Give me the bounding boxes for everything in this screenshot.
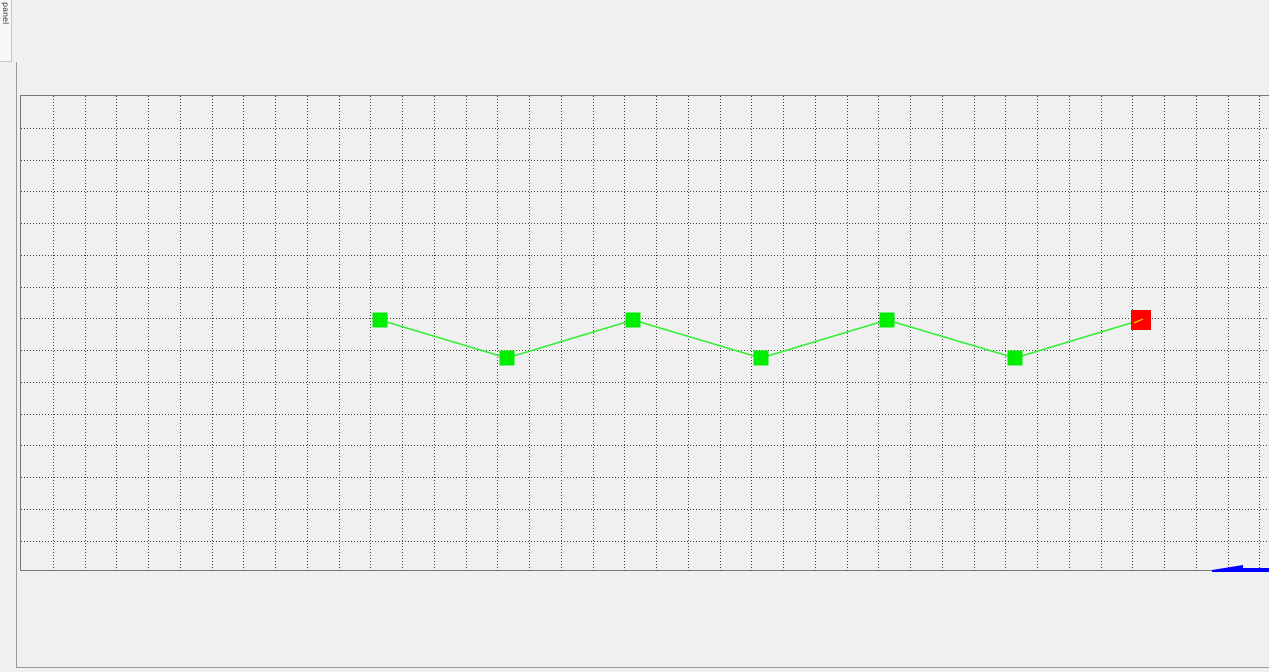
waypoint-node-marker[interactable] <box>499 350 515 366</box>
waypoint-node-marker[interactable] <box>879 312 895 328</box>
panel-toggle-button[interactable]: panel <box>0 0 12 62</box>
path-nodes <box>372 310 1151 366</box>
left-divider <box>16 62 17 668</box>
panel-toggle-label: panel <box>1 2 10 25</box>
indicator <box>1212 565 1269 572</box>
waypoint-node-marker[interactable] <box>372 312 388 328</box>
grid-canvas-svg <box>21 96 1269 572</box>
current-node-heading-tick <box>1133 318 1144 324</box>
blue-arrow-indicator-icon <box>1212 565 1269 572</box>
grid-lines <box>21 96 1269 572</box>
path-segment <box>632 319 762 359</box>
path-segment <box>886 319 1016 359</box>
path-segment <box>1014 319 1142 359</box>
waypoint-node-marker[interactable] <box>753 350 769 366</box>
path-segment <box>760 319 888 359</box>
grid-canvas[interactable] <box>20 95 1269 572</box>
waypoint-node-marker[interactable] <box>1007 350 1023 366</box>
bottom-divider <box>16 667 1269 668</box>
path-segment <box>506 319 634 359</box>
waypoint-node-marker[interactable] <box>625 312 641 328</box>
path-lines <box>379 319 1142 359</box>
path-segment <box>379 319 508 359</box>
